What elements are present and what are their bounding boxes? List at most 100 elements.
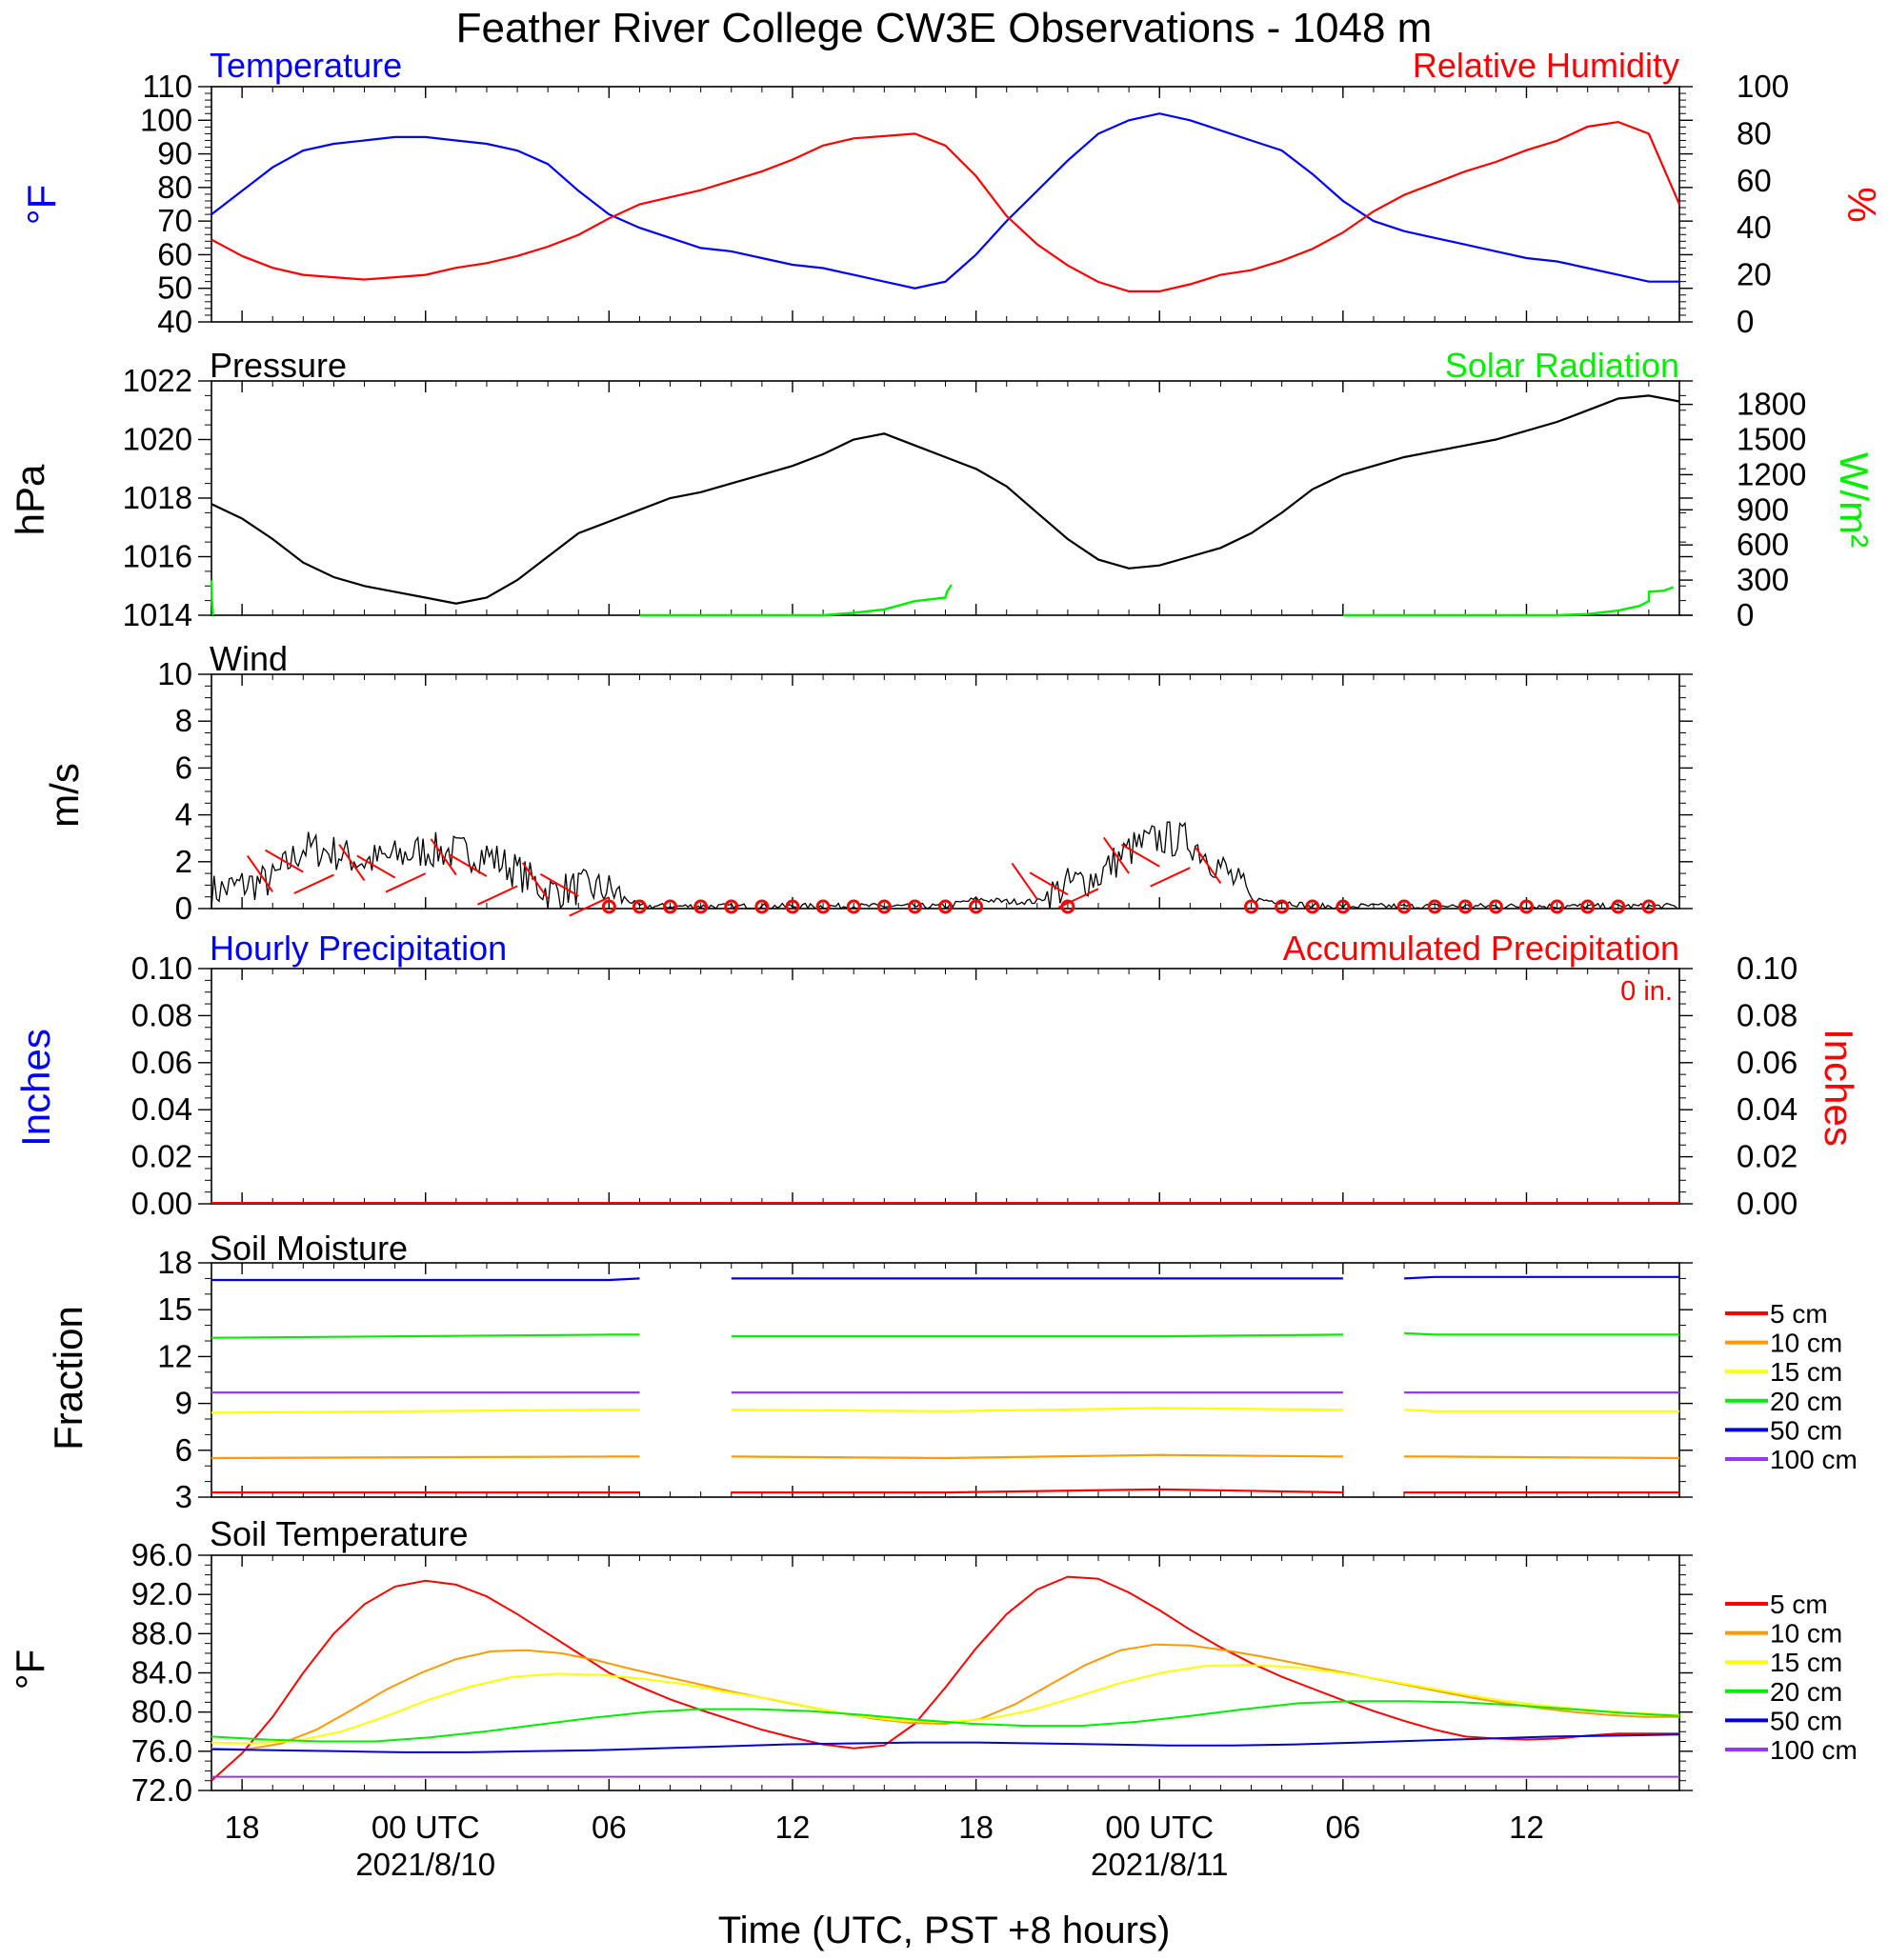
calm-wind-circle bbox=[785, 899, 800, 914]
accum-precip-y-label: 0.04 bbox=[1737, 1091, 1798, 1127]
wind-y-label: 10 bbox=[157, 656, 192, 691]
solar-y-label: 900 bbox=[1737, 491, 1789, 527]
humidity-y-label: 40 bbox=[1737, 210, 1772, 245]
soil-moisture-legend-label: 100 cm bbox=[1770, 1445, 1858, 1474]
soil-moisture-panel: Soil Moisture Fraction bbox=[46, 1229, 408, 1450]
humidity-y-label: 60 bbox=[1737, 163, 1772, 198]
soil-temperature-y-label: 72.0 bbox=[131, 1772, 192, 1808]
wind-barb bbox=[1120, 843, 1160, 868]
wind-barb bbox=[338, 844, 366, 882]
calm-wind-circle bbox=[693, 899, 709, 914]
humidity-series-line bbox=[211, 120, 1681, 292]
soil-moisture-legend-label: 10 cm bbox=[1770, 1329, 1842, 1358]
wind-barb bbox=[293, 873, 334, 894]
accum-precip-title: Accumulated Precipitation bbox=[1283, 929, 1679, 968]
soil-moisture-title: Soil Moisture bbox=[210, 1229, 408, 1268]
temp-y-label: 70 bbox=[157, 203, 192, 238]
temperature-series-line bbox=[211, 112, 1679, 290]
soil-temperature-y-label: 76.0 bbox=[131, 1733, 192, 1769]
solar-unit: W/m² bbox=[1832, 452, 1877, 548]
solar-series-line bbox=[210, 580, 1675, 617]
pressure-unit: hPa bbox=[8, 464, 52, 535]
x-tick-label: 12 bbox=[1509, 1810, 1544, 1845]
precip-y-label: 0.06 bbox=[131, 1045, 192, 1080]
calm-wind-circle bbox=[969, 899, 984, 914]
chart-marks: 1101009080706050401008060402001022102010… bbox=[123, 69, 1858, 1882]
soil-temperature-title: Soil Temperature bbox=[210, 1514, 468, 1553]
soil-temperature-legend-label: 100 cm bbox=[1770, 1735, 1858, 1765]
soil-moisture-legend-label: 15 cm bbox=[1770, 1357, 1842, 1387]
wind-y-label: 6 bbox=[175, 750, 192, 785]
soil-temperature-legend-label: 15 cm bbox=[1770, 1648, 1842, 1677]
soil-moisture-y-label: 18 bbox=[157, 1245, 192, 1280]
wind-barb bbox=[448, 853, 488, 877]
temperature-unit: °F bbox=[19, 185, 64, 225]
soil-moisture-series-line bbox=[211, 1331, 1679, 1339]
wind-y-label: 8 bbox=[175, 703, 192, 738]
humidity-unit: % bbox=[1839, 187, 1884, 222]
pressure-y-label: 1020 bbox=[123, 422, 192, 457]
precip-y-label: 0.04 bbox=[131, 1091, 192, 1127]
accum-precip-total: 0 in. bbox=[1620, 976, 1673, 1007]
soil-temperature-series-line bbox=[211, 1700, 1680, 1743]
temp-frame bbox=[211, 86, 1680, 323]
humidity-title: Relative Humidity bbox=[1413, 46, 1679, 85]
wind-barb bbox=[1102, 836, 1130, 874]
soil-moisture-y-label: 3 bbox=[175, 1479, 192, 1514]
wind-unit: m/s bbox=[42, 763, 87, 828]
soil-temperature-y-label: 80.0 bbox=[131, 1694, 192, 1730]
calm-wind-circle bbox=[938, 899, 953, 914]
pressure-y-label: 1022 bbox=[123, 363, 192, 398]
x-date-label: 2021/8/10 bbox=[355, 1847, 495, 1882]
wind-barb bbox=[430, 838, 457, 876]
x-tick-label: 18 bbox=[958, 1810, 994, 1845]
hourly-precip-unit: Inches bbox=[13, 1029, 58, 1147]
soil-moisture-legend-label: 5 cm bbox=[1770, 1299, 1828, 1329]
calm-wind-circle bbox=[1244, 899, 1259, 914]
wind-panel: Wind m/s bbox=[42, 639, 288, 828]
soil-moisture-y-label: 6 bbox=[175, 1432, 192, 1468]
pressure-y-label: 1018 bbox=[123, 480, 192, 515]
temperature-humidity-panel: Temperature Relative Humidity °F % bbox=[19, 46, 1884, 225]
pressure-title: Pressure bbox=[210, 346, 347, 385]
calm-wind-circle bbox=[876, 899, 892, 914]
solar-y-label: 0 bbox=[1737, 597, 1754, 632]
x-tick-label: 06 bbox=[1325, 1810, 1360, 1845]
soil-temperature-legend-label: 5 cm bbox=[1770, 1590, 1828, 1619]
wind-barb bbox=[247, 855, 274, 892]
calm-wind-circle bbox=[1488, 899, 1503, 914]
x-tick-label: 18 bbox=[225, 1810, 260, 1845]
wind-y-label: 4 bbox=[175, 797, 192, 832]
calm-wind-circle bbox=[632, 899, 647, 914]
x-date-label: 2021/8/11 bbox=[1091, 1847, 1228, 1882]
wind-frame bbox=[211, 673, 1680, 910]
calm-wind-circle bbox=[1550, 899, 1565, 914]
accum-precip-y-label: 0.10 bbox=[1737, 950, 1798, 986]
humidity-y-label: 0 bbox=[1737, 304, 1754, 339]
soil-temperature-legend-label: 20 cm bbox=[1770, 1677, 1842, 1707]
calm-wind-circle bbox=[1305, 899, 1320, 914]
wind-barb bbox=[521, 862, 549, 900]
solar-title: Solar Radiation bbox=[1445, 346, 1679, 385]
accum-precip-y-label: 0.00 bbox=[1737, 1186, 1798, 1221]
soil-temperature-series-line bbox=[211, 1643, 1679, 1750]
pressure-y-label: 1016 bbox=[123, 539, 192, 574]
calm-wind-circle bbox=[1396, 899, 1412, 914]
soil-moisture-y-label: 12 bbox=[157, 1338, 192, 1373]
calm-wind-circle bbox=[1457, 899, 1473, 914]
soil-moisture-series-line bbox=[211, 1453, 1680, 1460]
wind-barb bbox=[356, 854, 396, 879]
wind-barb bbox=[1150, 867, 1191, 888]
calm-wind-circle bbox=[663, 899, 678, 914]
temp-y-label: 50 bbox=[157, 270, 192, 306]
soil-moisture-y-label: 15 bbox=[157, 1291, 192, 1327]
temperature-title: Temperature bbox=[210, 46, 402, 85]
soil-temperature-unit: °F bbox=[8, 1650, 52, 1690]
calm-wind-circle bbox=[815, 899, 831, 914]
temp-y-label: 110 bbox=[142, 69, 192, 104]
soil-temperature-series-line bbox=[211, 1664, 1680, 1745]
temp-y-label: 90 bbox=[157, 136, 192, 171]
calm-wind-circle bbox=[1580, 899, 1596, 914]
accum-precip-unit: Inches bbox=[1817, 1029, 1861, 1147]
